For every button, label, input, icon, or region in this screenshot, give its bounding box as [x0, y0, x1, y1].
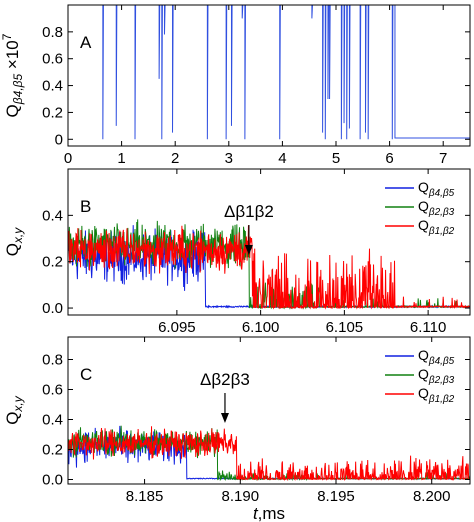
annotation-arrowhead: [220, 413, 229, 423]
x-tick-label: 2: [171, 150, 179, 167]
y-tick-label: 0.8: [42, 352, 63, 369]
x-axis-title: t,ms: [253, 504, 285, 522]
y-tick-label: 0.4: [42, 78, 63, 95]
y-tick-label: 0.2: [42, 442, 63, 459]
panel-a: 0 1 2 3 4 5 6 7 0 0.2 0.4 0.6 0.8 Qβ4,β5 ×107 A: [0, 4, 471, 167]
x-tick-label: 6.110: [410, 319, 446, 336]
x-tick-label: 4: [278, 150, 286, 167]
x-tick-label: 1: [117, 150, 125, 167]
y-axis-title: Qβ4,β5 ×107: [0, 33, 25, 117]
panel-letter: C: [80, 365, 92, 384]
legend-entry: Qβ2,β3: [418, 366, 455, 386]
panel-letter: A: [80, 33, 92, 52]
legend-entry: Qβ2,β3: [418, 198, 455, 218]
x-tick-label: 8.190: [222, 488, 260, 505]
y-tick-label: 0.8: [42, 24, 63, 41]
y-tick-label: 0.6: [42, 51, 63, 68]
y-tick-label: 0.2: [42, 254, 63, 271]
annotation-label: Δβ1β2: [224, 202, 274, 221]
x-tick-label: 6.095: [158, 319, 196, 336]
series-line: [68, 225, 470, 310]
y-tick-label: 0.2: [42, 104, 63, 121]
x-tick-label: 8.185: [126, 488, 164, 505]
legend-entry: Qβ1,β2: [418, 217, 455, 237]
plot-frame: [67, 4, 471, 147]
x-tick-label: 8.195: [317, 488, 355, 505]
plot-frame: [67, 168, 471, 316]
y-axis-title: Qx,y: [3, 227, 25, 257]
y-axis-title: Qx,y: [3, 395, 25, 425]
plot-frame: [67, 336, 471, 485]
x-tick-label: 6.105: [326, 319, 364, 336]
panel-b: 6.095 6.100 6.105 6.110 0.0 0.2 0.4 Qx,y B Qβ4,β5…: [3, 168, 471, 336]
x-tick-label: 6: [385, 150, 393, 167]
panel-letter: B: [80, 197, 91, 216]
series-line: [68, 5, 470, 140]
y-tick-label: 0.0: [42, 472, 63, 489]
panel-c: 8.185 8.190 8.195 8.200 0.0 0.2 0.4 0.6 0.8 Qx,y C…: [3, 336, 471, 522]
legend-entry: Qβ1,β2: [418, 385, 455, 405]
y-tick-label: 0: [55, 131, 63, 148]
legend-entry: Qβ4,β5: [418, 347, 455, 367]
x-tick-label: 3: [225, 150, 233, 167]
y-tick-label: 0.0: [42, 300, 63, 317]
x-tick-label: 5: [332, 150, 340, 167]
plot-area: [68, 5, 470, 140]
y-tick-label: 0.4: [42, 207, 63, 224]
x-tick-label: 0: [64, 150, 72, 167]
annotation-label: Δβ2β3: [200, 370, 250, 389]
plot-area: [68, 425, 470, 482]
x-tick-label: 7: [439, 150, 447, 167]
y-tick-label: 0.6: [42, 382, 63, 399]
x-tick-label: 8.200: [413, 488, 451, 505]
plot-area: [68, 219, 470, 310]
x-tick-label: 6.100: [242, 319, 280, 336]
series-line: [68, 426, 470, 482]
annotation-arrowhead: [244, 245, 253, 255]
legend-entry: Qβ4,β5: [418, 179, 455, 199]
y-tick-label: 0.4: [42, 412, 63, 429]
